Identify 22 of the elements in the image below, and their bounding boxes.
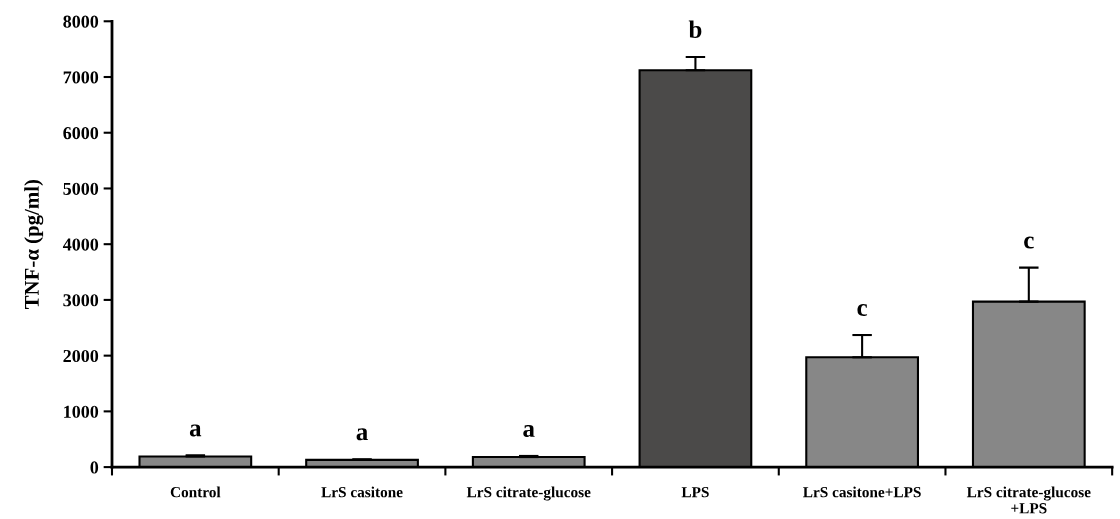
x-tick-label: LrS casitone [321, 486, 403, 498]
x-tick-label: LrS citrate-glucose [466, 486, 591, 501]
y-tick-label: 0 [90, 461, 99, 474]
y-tick-label: 3000 [63, 294, 99, 307]
y-tick-label: 1000 [64, 405, 99, 418]
y-axis-title: TNF-α (pg/ml) [24, 179, 44, 309]
annotation: a [189, 424, 202, 437]
y-tick-label: 4000 [62, 238, 99, 251]
annotation: c [857, 304, 868, 317]
annotation: b [688, 20, 702, 38]
y-tick-label: 7000 [63, 71, 99, 84]
y-tick-label: 2000 [63, 349, 99, 363]
annotation: c [1024, 236, 1034, 249]
x-tick-label: LrS citrate-glucose +LPS [966, 486, 1091, 514]
y-tick-label: 6000 [63, 126, 99, 140]
annotation: a [356, 428, 368, 441]
x-tick-label: LrS casitone+LPS [803, 486, 921, 498]
y-tick-label: 8000 [63, 15, 99, 28]
x-tick-label: LPS [681, 487, 709, 498]
y-tick-label: 5000 [63, 182, 99, 195]
x-tick-label: Control [170, 486, 221, 498]
annotation: a [523, 425, 535, 437]
